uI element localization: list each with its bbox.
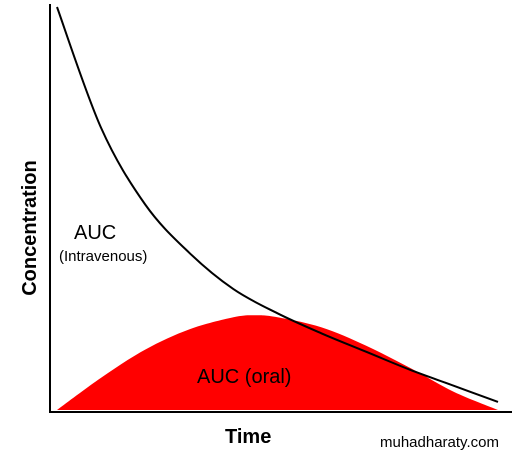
watermark: muhadharaty.com xyxy=(380,434,499,451)
iv-auc-label: AUC xyxy=(74,222,116,244)
oral-auc-area xyxy=(57,315,498,410)
y-axis-label: Concentration xyxy=(19,160,41,296)
intravenous-curve xyxy=(56,6,499,403)
x-axis-label: Time xyxy=(225,426,271,448)
oral-auc-label: AUC (oral) xyxy=(197,366,291,388)
iv-auc-sublabel: (Intravenous) xyxy=(59,248,147,265)
